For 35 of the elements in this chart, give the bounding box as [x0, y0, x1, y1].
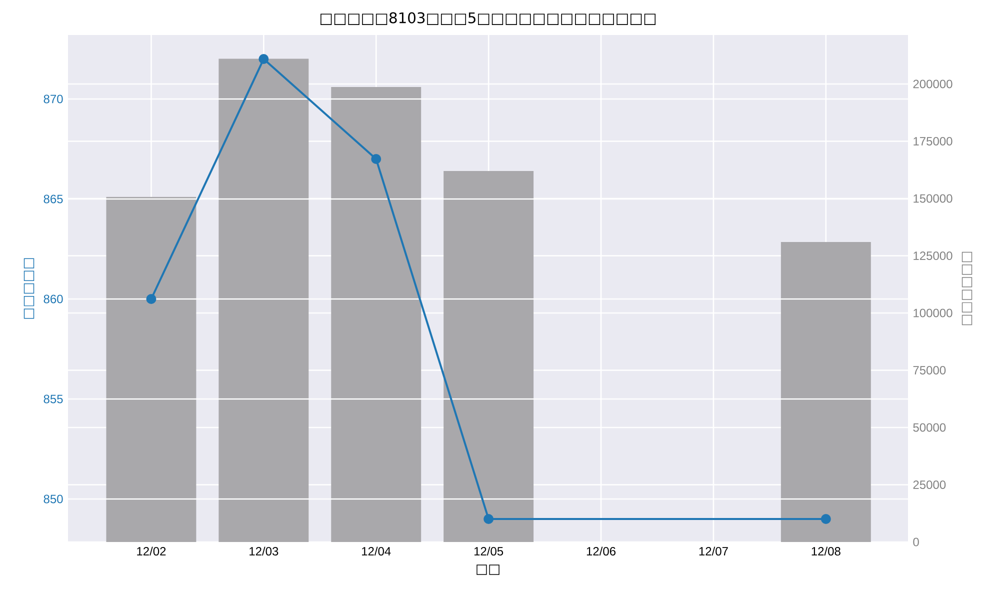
chart-title: □□□□□8103□□□5□□□□□□□□□□□□□ [320, 12, 656, 25]
x-tick-label: 12/02 [137, 546, 166, 556]
point [258, 54, 269, 64]
bar [444, 171, 534, 542]
y2-tick-label: 150000 [914, 194, 952, 203]
bar [106, 196, 196, 542]
y-tick-label: 850 [44, 494, 63, 504]
x-tick-label: 12/08 [812, 546, 840, 556]
point [820, 514, 831, 524]
y2-tick-label: 75000 [913, 366, 946, 375]
y2-tick-label: 50000 [913, 423, 946, 432]
y2-tick-label: 25000 [913, 480, 946, 490]
y2-axis-title: □□□□□□ [962, 252, 972, 326]
x-tick-label: 12/06 [586, 546, 616, 556]
y-tick-label: 855 [44, 394, 63, 404]
x-tick-label: 12/04 [362, 546, 391, 556]
point [371, 154, 382, 164]
y-tick-label: 865 [44, 194, 63, 204]
y2-tick-label: 175000 [914, 136, 952, 146]
point [146, 294, 156, 304]
y2-tick-label: 125000 [914, 251, 952, 260]
point [484, 514, 494, 524]
y-tick-label: 860 [44, 294, 63, 304]
y2-tick-label: 100000 [914, 308, 952, 318]
x-tick-label: 12/07 [699, 546, 728, 556]
y-axis-title: □□□□□ [24, 258, 34, 319]
y-tick-label: 870 [44, 94, 63, 104]
y2-tick-label: 0 [913, 538, 919, 546]
bar [780, 242, 871, 542]
x-tick-label: 12/03 [250, 546, 278, 556]
bar [331, 86, 422, 542]
y2-tick-label: 200000 [913, 80, 952, 88]
x-tick-label: 12/05 [474, 546, 504, 556]
bar [218, 58, 309, 542]
x-axis-title: □□ [476, 564, 500, 575]
